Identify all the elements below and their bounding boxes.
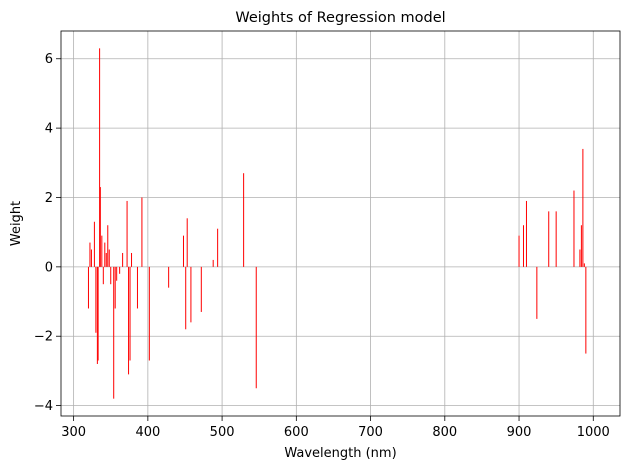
weight-bar [97, 266, 99, 361]
weight-bar [110, 266, 112, 285]
weight-bar [582, 148, 584, 267]
weight-bar [126, 200, 128, 267]
weight-bar [518, 235, 520, 267]
weight-bar [101, 235, 103, 267]
x-tick-label: 400 [135, 425, 160, 440]
weight-bar [525, 200, 527, 267]
weight-bar [141, 197, 143, 267]
weight-bar [89, 242, 91, 267]
weight-bar [522, 225, 524, 267]
weight-bar [186, 218, 188, 267]
weight-bar [255, 266, 257, 389]
weight-bar [122, 252, 124, 267]
x-tick-label: 500 [210, 425, 235, 440]
weight-bar [90, 249, 92, 267]
weight-bar [102, 266, 104, 285]
weight-bar [114, 266, 116, 309]
weight-bar [168, 266, 170, 288]
weight-bar [93, 221, 95, 267]
weight-bar [243, 173, 245, 267]
weight-bar [95, 266, 97, 333]
chart-title: Weights of Regression model [235, 10, 445, 26]
y-tick-label: 6 [45, 52, 53, 67]
weight-bar [555, 211, 557, 267]
weight-bar [119, 266, 121, 274]
x-tick-label: 700 [358, 425, 383, 440]
weight-bar [136, 266, 138, 309]
weight-bar [104, 242, 106, 267]
x-tick-label: 300 [61, 425, 86, 440]
weight-bar [585, 266, 587, 354]
y-axis-label: Weight [9, 201, 24, 246]
weight-bar [212, 259, 214, 267]
weight-bar [105, 252, 107, 267]
weight-bar [148, 266, 150, 361]
weight-bar [182, 235, 184, 267]
weight-bar [190, 266, 192, 323]
y-tick-label: −2 [34, 330, 53, 345]
y-tick-label: −4 [34, 399, 53, 414]
weight-bar [113, 266, 115, 399]
weight-bar [116, 266, 118, 281]
weight-bar [96, 266, 98, 364]
y-tick-label: 0 [45, 260, 53, 275]
bars-layer [87, 48, 587, 399]
weight-bar [99, 48, 101, 267]
x-tick-label: 600 [284, 425, 309, 440]
weight-bar [580, 225, 582, 267]
weight-bar [200, 266, 202, 312]
weight-bar [129, 266, 131, 361]
y-tick-label: 2 [45, 191, 53, 206]
ticks-layer: 300 400 500 600 700 800 900 1000 −4 −2 0 2 4 6 [34, 52, 610, 440]
x-tick-label: 1000 [577, 425, 610, 440]
weight-bar [99, 187, 101, 267]
weight-bar [185, 266, 187, 330]
x-tick-label: 800 [432, 425, 457, 440]
plot-frame [60, 30, 621, 417]
weight-bar [573, 190, 575, 267]
weight-bar [548, 211, 550, 267]
grid-layer [61, 31, 620, 416]
weight-bar [108, 249, 110, 267]
weight-bar [536, 266, 538, 319]
weight-bar [579, 249, 581, 267]
weight-bar [217, 228, 219, 267]
weight-bar [87, 266, 89, 309]
weight-bar [107, 225, 109, 267]
x-axis-label: Wavelength (nm) [284, 446, 396, 461]
weight-bar [131, 252, 133, 267]
x-tick-label: 900 [507, 425, 532, 440]
y-tick-label: 4 [45, 122, 53, 137]
weight-bar [583, 263, 585, 267]
weight-bar [128, 266, 130, 375]
